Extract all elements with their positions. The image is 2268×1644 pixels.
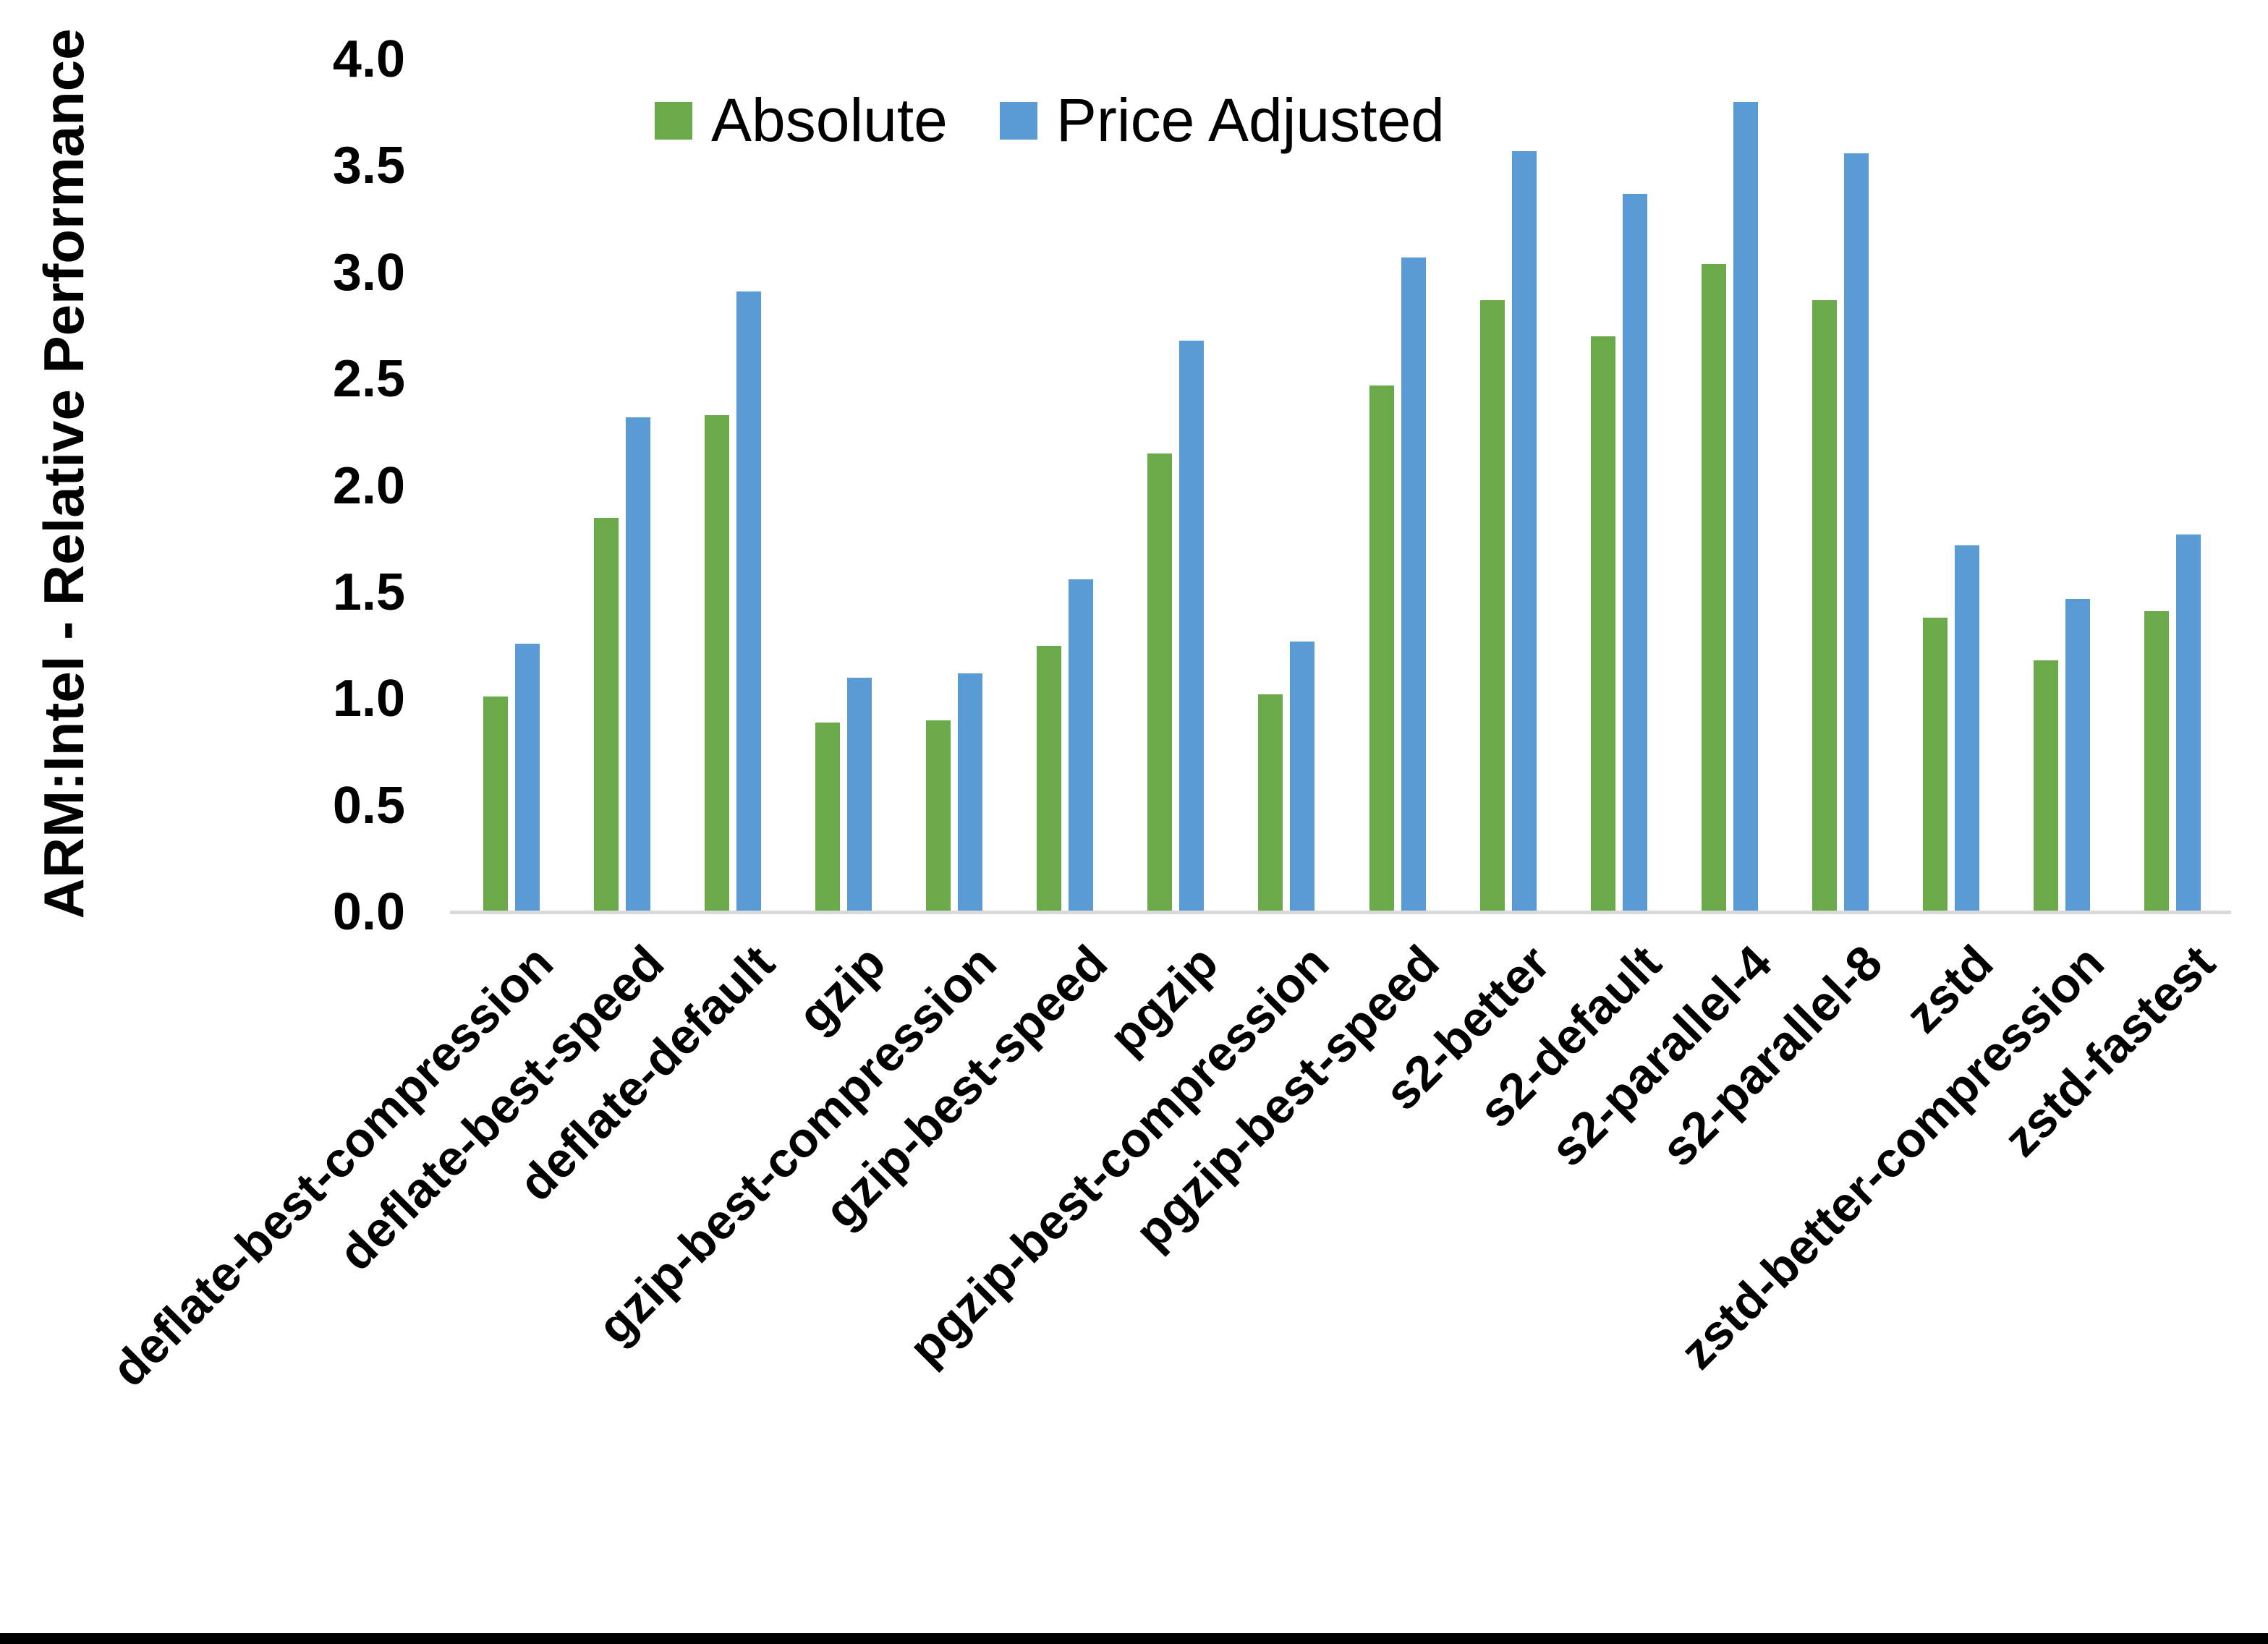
bar-price-adjusted-zstd — [1955, 545, 1980, 912]
bar-price-adjusted-s2-parallel-8 — [1844, 153, 1869, 912]
bar-absolute-zstd-better-compression — [2034, 660, 2059, 912]
legend-label: Absolute — [711, 86, 948, 154]
y-tick-label-3.0: 3.0 — [332, 243, 405, 302]
y-tick-label-1.5: 1.5 — [332, 563, 405, 621]
bar-absolute-deflate-default — [704, 415, 729, 912]
bar-absolute-gzip-best-compression — [926, 720, 951, 912]
y-tick-label-2.0: 2.0 — [332, 456, 405, 515]
bar-absolute-s2-default — [1590, 336, 1615, 912]
bar-absolute-s2-parallel-8 — [1812, 300, 1838, 912]
bar-price-adjusted-pgzip-best-speed — [1401, 257, 1426, 912]
bar-absolute-s2-parallel-4 — [1701, 263, 1726, 912]
bar-price-adjusted-deflate-best-compression — [514, 643, 540, 912]
bar-price-adjusted-zstd-better-compression — [2065, 598, 2091, 912]
bar-absolute-gzip — [815, 722, 840, 912]
bar-price-adjusted-gzip — [846, 677, 872, 912]
legend-swatch-price-adjusted — [999, 101, 1037, 140]
bar-price-adjusted-pgzip-best-compression — [1290, 641, 1315, 912]
y-axis-title: ARM:Intel - Relative Performance — [32, 28, 95, 919]
legend-label: Price Adjusted — [1056, 86, 1445, 154]
window-bottom-edge — [0, 1633, 2268, 1644]
bar-price-adjusted-pgzip — [1179, 341, 1205, 912]
y-tick-label-1.0: 1.0 — [332, 670, 405, 728]
bar-absolute-pgzip-best-speed — [1369, 385, 1394, 912]
bar-absolute-deflate-best-compression — [483, 697, 508, 912]
bar-absolute-deflate-best-speed — [593, 517, 619, 912]
x-axis-line — [450, 911, 2231, 914]
legend-swatch-absolute — [655, 101, 692, 140]
bar-absolute-pgzip-best-compression — [1258, 694, 1283, 912]
bar-price-adjusted-zstd-fastest — [2176, 534, 2201, 912]
bar-price-adjusted-s2-parallel-4 — [1733, 101, 1758, 912]
bar-price-adjusted-gzip-best-compression — [958, 673, 983, 912]
y-tick-label-4.0: 4.0 — [332, 30, 405, 88]
x-axis-label-deflate-best-compression: deflate-best-compression — [101, 934, 564, 1397]
bar-price-adjusted-s2-default — [1622, 193, 1647, 912]
bar-price-adjusted-gzip-best-speed — [1069, 579, 1094, 912]
bar-absolute-s2-better — [1479, 300, 1505, 912]
bar-absolute-gzip-best-speed — [1037, 645, 1062, 912]
y-tick-label-2.5: 2.5 — [332, 350, 405, 409]
y-tick-label-3.5: 3.5 — [332, 137, 405, 195]
y-tick-label-0.5: 0.5 — [332, 776, 405, 835]
bar-price-adjusted-deflate-default — [736, 291, 761, 912]
bar-price-adjusted-s2-better — [1511, 150, 1537, 912]
legend-item-absolute: Absolute — [655, 85, 948, 156]
bar-absolute-zstd — [1923, 618, 1948, 912]
y-tick-label-0.0: 0.0 — [332, 883, 405, 941]
legend-item-price-adjusted: Price Adjusted — [999, 85, 1445, 156]
bar-absolute-pgzip — [1147, 453, 1173, 912]
bar-absolute-zstd-fastest — [2144, 611, 2170, 912]
bar-price-adjusted-deflate-best-speed — [625, 417, 650, 912]
legend: Absolute Price Adjusted — [655, 85, 1445, 156]
